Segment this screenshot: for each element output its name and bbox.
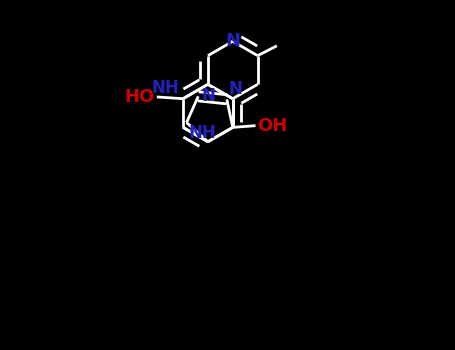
Text: NH: NH: [152, 79, 180, 97]
Text: N: N: [228, 79, 243, 98]
Text: NH: NH: [188, 124, 216, 142]
Text: OH: OH: [257, 117, 288, 135]
Text: N: N: [225, 32, 240, 50]
Text: N: N: [201, 88, 215, 105]
Text: HO: HO: [125, 88, 155, 106]
